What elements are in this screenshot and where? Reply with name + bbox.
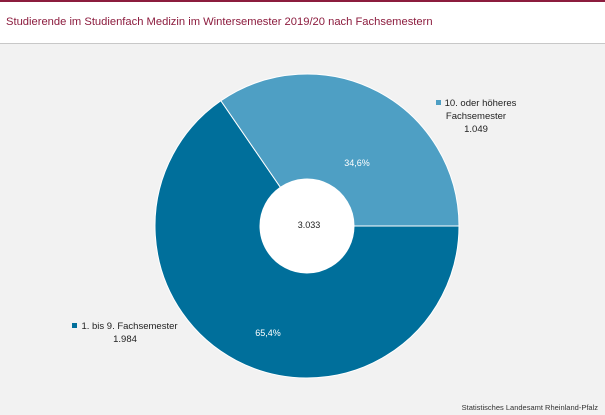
legend-marker-1-bis-9	[72, 323, 78, 328]
percent-label-1-bis-9: 65,4%	[255, 328, 281, 338]
donut-hole	[260, 179, 354, 273]
slice-label-10-oder-hoeheres: 10. oder höheres Fachsemester 1.049	[426, 97, 526, 136]
chart-title: Studierende im Studienfach Medizin im Wi…	[6, 16, 433, 28]
slice-name-10-oder-hoeheres: 10. oder höheres Fachsemester	[444, 98, 517, 122]
source-note: Statistisches Landesamt Rheinland-Pfalz	[461, 403, 598, 412]
legend-marker-10-oder-hoeheres	[435, 100, 441, 105]
slice-value-1-bis-9: 1.984	[113, 334, 137, 345]
slice-label-1-bis-9: 1. bis 9. Fachsemester 1.984	[60, 320, 190, 346]
slice-name-1-bis-9: 1. bis 9. Fachsemester	[81, 321, 178, 332]
donut-slices	[154, 73, 460, 379]
top-accent-bar	[0, 0, 605, 2]
percent-label-10-oder-hoeheres: 34,6%	[344, 158, 370, 168]
donut-total-label: 3.033	[297, 220, 321, 230]
slice-value-10-oder-hoeheres: 1.049	[464, 124, 488, 135]
title-divider	[0, 43, 605, 44]
